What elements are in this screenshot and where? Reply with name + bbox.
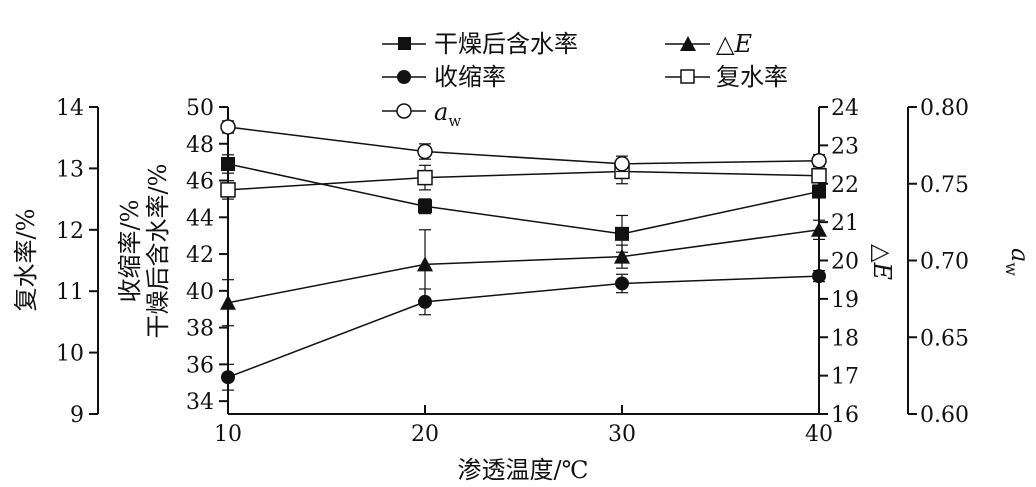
legend-label-delta-e-italic: E — [733, 30, 752, 58]
data-point-moisture — [221, 156, 235, 171]
data-point-shrinkage — [615, 276, 629, 291]
data-point-delta-e — [614, 248, 630, 264]
y-tick-label-delta_e: 16 — [831, 403, 859, 428]
legend-label-aw-sub: w — [448, 112, 461, 130]
data-point-delta-e — [417, 256, 433, 272]
x-tick-label: 10 — [214, 422, 242, 447]
legend-label-moisture: 干燥后含水率 — [434, 30, 578, 58]
series-shrinkage — [221, 269, 826, 391]
legend-label-delta-e-symbol: △ — [716, 30, 735, 58]
y-tick-label-delta_e: 21 — [831, 211, 859, 236]
series-line-delta-e — [227, 229, 820, 304]
axes — [97, 107, 909, 415]
legend-label-aw-main: a — [434, 98, 448, 126]
data-point-moisture — [418, 199, 432, 214]
y-axis-aw-title-main: a — [1006, 248, 1034, 262]
y-tick-label-shrink_moisture: 44 — [186, 206, 214, 231]
series-aw — [220, 119, 827, 173]
y-tick-label-delta_e: 23 — [831, 134, 859, 159]
y-axis-moisture-title: 干燥后含水率/% — [144, 164, 172, 339]
y-axis-delta-e-title-italic: E — [868, 261, 896, 280]
data-point-delta-e — [220, 294, 236, 310]
y-tick-label-rehydration: 12 — [56, 219, 84, 244]
y-tick-label-aw: 0.80 — [920, 96, 969, 121]
y-tick-label-rehydration: 13 — [56, 157, 84, 182]
data-point-rehydration — [220, 182, 236, 198]
y-tick-label-rehydration: 10 — [56, 342, 84, 367]
data-point-aw — [811, 152, 827, 169]
legend-item-rehydration: 复水率 — [665, 63, 788, 91]
series-line-moisture — [227, 163, 820, 235]
data-point-shrinkage — [812, 269, 826, 284]
data-point-rehydration — [417, 169, 433, 186]
y-tick-label-rehydration: 9 — [70, 403, 84, 428]
y-axis-delta-e-title-symbol: △ — [868, 244, 896, 263]
y-axis-rehydration-title: 复水率/% — [12, 209, 40, 312]
legend-label-rehydration: 复水率 — [716, 63, 788, 91]
data-point-delta-e — [811, 221, 827, 237]
x-axis-title: 渗透温度/℃ — [458, 456, 589, 484]
y-tick-label-shrink_moisture: 34 — [186, 390, 214, 415]
data-point-aw — [220, 119, 236, 135]
legend-item-aw: aw — [382, 98, 461, 130]
y-tick-label-delta_e: 24 — [831, 96, 859, 121]
legend-marker-delta-e — [680, 36, 696, 51]
legend-label-delta-e: △E — [716, 30, 752, 58]
y-tick-label-delta_e: 22 — [831, 173, 859, 198]
y-tick-label-aw: 0.60 — [920, 403, 969, 428]
y-tick-label-rehydration: 11 — [56, 280, 84, 305]
x-tick-label: 20 — [411, 422, 439, 447]
y-tick-label-shrink_moisture: 40 — [186, 280, 214, 305]
series-line-rehydration — [227, 170, 820, 191]
x-tick-label: 40 — [805, 422, 833, 447]
y-tick-label-aw: 0.70 — [920, 250, 969, 275]
y-tick-label-shrink_moisture: 50 — [186, 96, 214, 121]
legend-item-delta-e: △E — [665, 30, 752, 58]
legend-marker-rehydration — [680, 69, 695, 84]
y-tick-label-delta_e: 20 — [831, 250, 859, 275]
y-axis-aw-title-sub: w — [1002, 262, 1021, 276]
data-point-aw — [417, 143, 433, 160]
y-axis-delta-e-title: △E — [868, 244, 896, 280]
data-point-moisture — [615, 226, 629, 241]
series-line-shrinkage — [227, 275, 820, 378]
y-tick-label-delta_e: 17 — [831, 365, 859, 390]
series-line-aw — [227, 126, 820, 165]
y-tick-label-shrink_moisture: 38 — [186, 317, 214, 342]
y-tick-label-shrink_moisture: 48 — [186, 133, 214, 158]
data-point-moisture — [812, 184, 826, 199]
data-point-aw — [614, 156, 630, 172]
y-tick-label-shrink_moisture: 36 — [186, 353, 214, 378]
legend-marker-aw — [396, 103, 412, 119]
y-tick-label-shrink_moisture: 42 — [186, 243, 214, 268]
y-tick-label-delta_e: 19 — [831, 288, 859, 313]
y-axis-shrinkage-title: 收缩率/% — [116, 200, 144, 303]
data-point-shrinkage — [221, 370, 235, 385]
series-rehydration — [220, 158, 827, 200]
series-moisture — [221, 154, 826, 253]
y-axis-aw-title: aw — [1002, 248, 1034, 276]
legend-marker-shrinkage — [397, 70, 411, 84]
legend-label-aw: aw — [434, 98, 461, 130]
series-delta-e — [220, 219, 827, 327]
data-point-rehydration — [811, 168, 827, 184]
y-tick-label-aw: 0.75 — [920, 173, 969, 198]
y-tick-label-shrink_moisture: 46 — [186, 170, 214, 195]
y-tick-label-rehydration: 14 — [56, 96, 84, 121]
x-tick-label: 30 — [608, 422, 636, 447]
y-tick-label-aw: 0.65 — [920, 326, 969, 351]
legend-marker-moisture — [398, 37, 411, 50]
series-layer — [220, 119, 827, 391]
ticks: 10 20 30 40 9 10 11 12 13 14 34 36 38 40 42 44 46 48 50 16 1… — [56, 96, 969, 447]
legend: 干燥后含水率 △E 收缩率 复水率 aw — [382, 30, 788, 130]
y-tick-label-delta_e: 18 — [831, 326, 859, 351]
data-point-shrinkage — [418, 294, 432, 309]
legend-label-shrinkage: 收缩率 — [434, 63, 506, 91]
legend-item-moisture: 干燥后含水率 — [382, 30, 578, 58]
legend-item-shrinkage: 收缩率 — [382, 63, 506, 91]
